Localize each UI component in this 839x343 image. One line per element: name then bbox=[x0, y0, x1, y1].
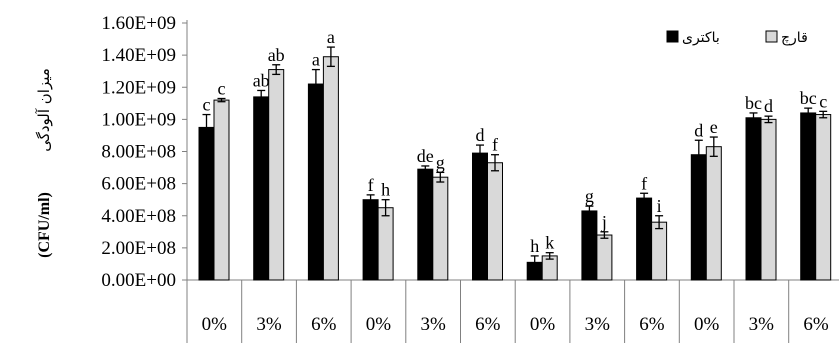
x-tick-label: 6% bbox=[311, 314, 337, 335]
data-label: a bbox=[312, 50, 320, 70]
y-ticks: 0.00E+00 2.00E+08 4.00E+08 6.00E+08 8.00E+08… bbox=[101, 13, 187, 291]
y-tick-label: 2.00E+08 bbox=[101, 238, 176, 259]
data-label: ab bbox=[253, 70, 270, 90]
y-axis-title: میزان آلودگی (CFU/ml) bbox=[35, 68, 53, 258]
bar-bacteria bbox=[417, 168, 434, 281]
legend-label-fungi: قارچ bbox=[781, 30, 808, 46]
bar-bacteria bbox=[362, 199, 379, 281]
legend-swatch-bacteria bbox=[666, 30, 679, 43]
bar-bacteria bbox=[690, 154, 707, 281]
bar-bacteria bbox=[636, 197, 653, 281]
data-label: f bbox=[368, 175, 374, 195]
y-tick-label: 1.00E+09 bbox=[101, 109, 176, 130]
bar-fungi bbox=[377, 207, 394, 281]
data-label: de bbox=[417, 146, 434, 166]
bar-bacteria bbox=[745, 117, 762, 281]
data-label: c bbox=[203, 95, 211, 115]
x-tick-label: 0% bbox=[366, 314, 392, 335]
bar-fungi bbox=[268, 69, 285, 281]
data-label: d bbox=[476, 125, 485, 145]
data-label: f bbox=[492, 135, 498, 155]
bar-bacteria bbox=[307, 83, 324, 281]
legend: باکتری قارچ bbox=[666, 30, 808, 46]
bar-bacteria bbox=[581, 210, 598, 281]
bar-fungi bbox=[213, 99, 230, 281]
data-label: ab bbox=[268, 45, 285, 65]
x-tick-label: 0% bbox=[202, 314, 228, 335]
data-label: k bbox=[545, 233, 554, 253]
data-label: j bbox=[601, 212, 607, 232]
data-label: g bbox=[585, 186, 594, 206]
y-axis-label-text: میزان آلودگی bbox=[35, 68, 53, 152]
y-tick-label: 6.00E+08 bbox=[101, 174, 176, 195]
category-labels: 0% 3% 6% 0% 3% 6% 0% 3% 6% 0% 3% 6% bbox=[186, 280, 829, 343]
x-tick-label: 6% bbox=[639, 314, 665, 335]
x-tick-label: 0% bbox=[530, 314, 556, 335]
bar-fungi bbox=[322, 56, 339, 281]
y-tick-label: 8.00E+08 bbox=[101, 142, 176, 163]
x-tick-label: 3% bbox=[749, 314, 775, 335]
bar-fungi bbox=[760, 118, 777, 281]
x-tick-label: 6% bbox=[803, 314, 829, 335]
x-tick-label: 3% bbox=[585, 314, 611, 335]
bar-bacteria bbox=[253, 96, 270, 281]
y-tick-label: 1.60E+09 bbox=[101, 13, 176, 34]
bar-fungi bbox=[705, 146, 722, 281]
bar-fungi bbox=[487, 162, 503, 281]
data-label: h bbox=[381, 180, 390, 200]
axes bbox=[186, 20, 839, 281]
y-tick-label: 1.20E+09 bbox=[101, 77, 176, 98]
legend-label-bacteria: باکتری bbox=[682, 30, 720, 46]
y-tick-label: 1.40E+09 bbox=[101, 45, 176, 66]
data-label: bc bbox=[745, 93, 762, 113]
data-label: bc bbox=[800, 88, 817, 108]
bar-fungi bbox=[432, 176, 449, 281]
data-label: d bbox=[764, 96, 773, 116]
bar-fungi bbox=[651, 221, 668, 281]
x-tick-label: 3% bbox=[256, 314, 282, 335]
y-tick-label: 0.00E+00 bbox=[101, 270, 176, 291]
bar-fungi bbox=[815, 114, 832, 281]
data-label: g bbox=[436, 152, 445, 172]
bar-bacteria bbox=[800, 112, 817, 281]
x-tick-label: 0% bbox=[694, 314, 720, 335]
bar-bacteria bbox=[472, 152, 488, 281]
bar-fungi bbox=[596, 234, 613, 281]
data-label: e bbox=[710, 117, 718, 137]
data-label: h bbox=[530, 236, 539, 256]
data-label: d bbox=[694, 120, 703, 140]
y-axis-label-unit: (CFU/ml) bbox=[36, 192, 53, 258]
data-label: a bbox=[327, 27, 335, 47]
data-label: f bbox=[641, 173, 647, 193]
bar-bacteria bbox=[198, 126, 215, 281]
data-label: c bbox=[819, 91, 827, 111]
y-tick-label: 4.00E+08 bbox=[101, 206, 176, 227]
data-label: c bbox=[218, 78, 226, 98]
x-tick-label: 6% bbox=[475, 314, 501, 335]
x-tick-label: 3% bbox=[420, 314, 446, 335]
data-label: i bbox=[657, 196, 662, 216]
legend-swatch-fungi bbox=[765, 30, 778, 43]
